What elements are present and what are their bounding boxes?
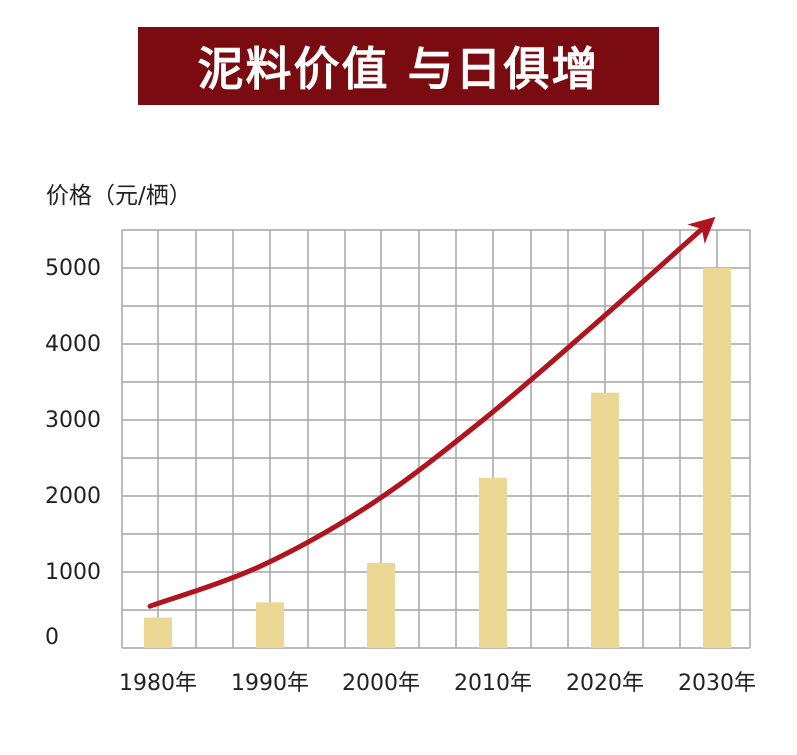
title-banner: 泥料价值 与日俱增: [138, 27, 659, 105]
y-tick-label: 2000: [45, 484, 101, 509]
x-tick-label: 2000年: [342, 671, 420, 696]
bar-2030年: [703, 268, 731, 648]
y-tick-label: 1000: [45, 560, 101, 585]
chart-title: 泥料价值 与日俱增: [197, 42, 600, 96]
y-tick-label: 3000: [45, 408, 101, 433]
y-tick-label: 0: [45, 625, 59, 650]
trend-arrow-head: [687, 216, 716, 244]
x-tick-label: 2020年: [566, 671, 644, 696]
bar-1990年: [256, 602, 284, 648]
bar-2010年: [479, 477, 507, 648]
x-tick-label: 1990年: [231, 671, 309, 696]
bar-series: [144, 268, 731, 648]
bar-2000年: [367, 562, 395, 648]
y-tick-label: 5000: [45, 256, 101, 281]
y-axis-ticks: 0 1000 2000 3000 4000 5000: [45, 256, 101, 650]
bar-1980年: [144, 617, 172, 648]
y-axis-label: 价格（元/栖）: [46, 183, 192, 209]
y-tick-label: 4000: [45, 332, 101, 357]
bar-2020年: [591, 392, 619, 648]
x-tick-label: 1980年: [119, 671, 197, 696]
x-axis-ticks: 1980年 1990年 2000年 2010年 2020年 2030年: [119, 671, 756, 696]
trend-arrow: [147, 216, 716, 609]
x-tick-label: 2030年: [678, 671, 756, 696]
x-tick-label: 2010年: [454, 671, 532, 696]
trend-arrow-line: [147, 223, 708, 609]
